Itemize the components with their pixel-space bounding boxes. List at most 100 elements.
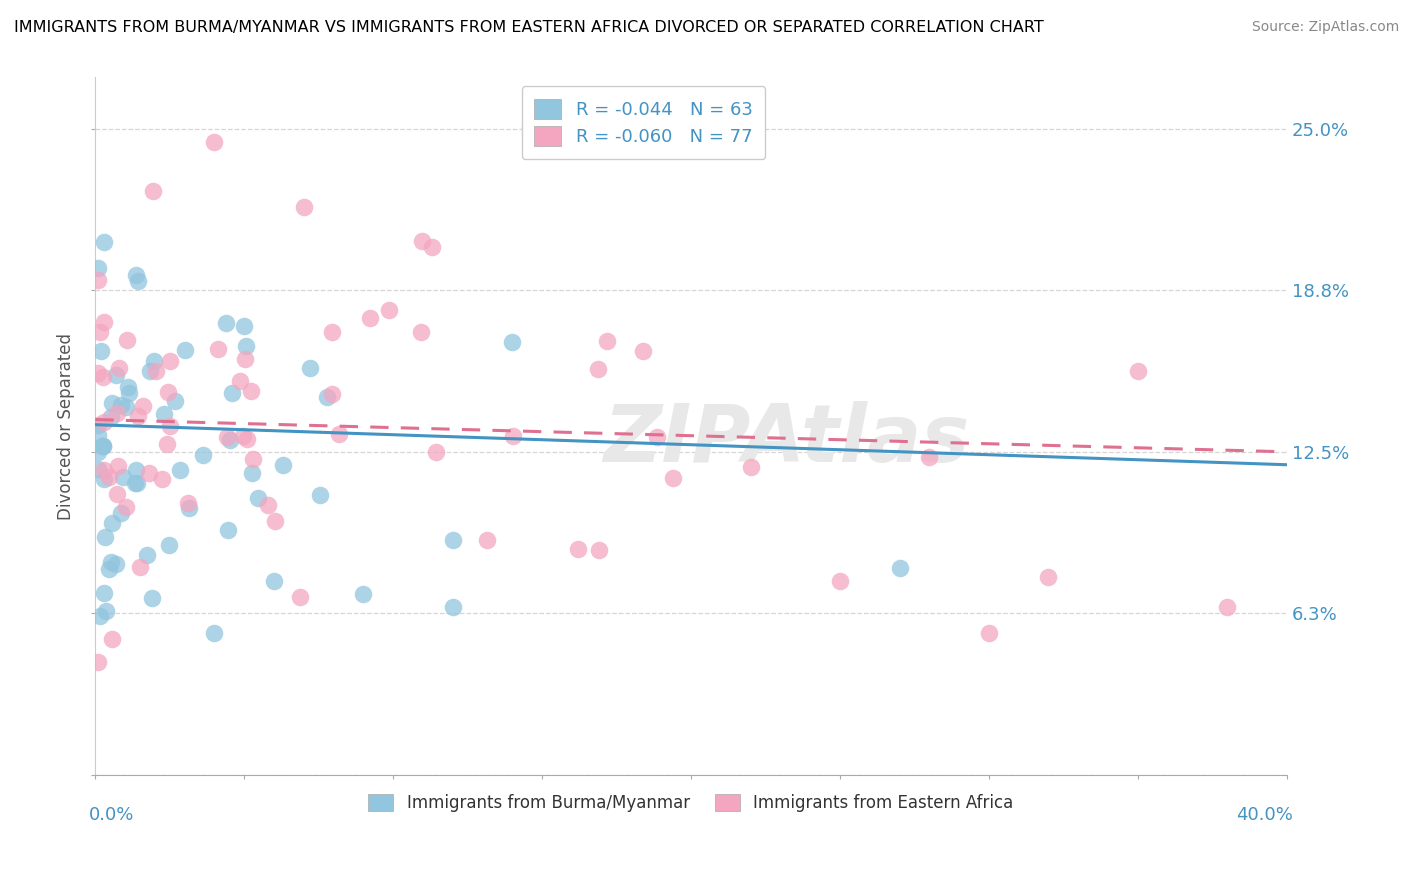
Point [87, 366, 110, 380]
Point [150, 472, 173, 486]
Point [91, 440, 114, 454]
Point [108, 361, 131, 376]
Point [97, 562, 120, 576]
Point [502, 429, 524, 443]
Point [100, 632, 122, 646]
Point [242, 451, 264, 466]
Point [156, 384, 179, 399]
Point [662, 471, 685, 485]
Point [588, 542, 610, 557]
Point [129, 559, 152, 574]
Point [105, 368, 128, 383]
Text: 40.0%: 40.0% [1236, 806, 1292, 824]
Point [100, 516, 122, 530]
Point [169, 463, 191, 477]
Point [91, 439, 114, 453]
Point [1038, 569, 1060, 583]
Point [153, 407, 176, 421]
Point [87, 655, 110, 669]
Text: Source: ZipAtlas.com: Source: ZipAtlas.com [1251, 20, 1399, 34]
Point [141, 591, 163, 605]
Point [263, 574, 285, 588]
Point [204, 135, 226, 149]
Point [631, 343, 654, 358]
Point [93, 472, 115, 486]
Point [125, 268, 148, 282]
Point [156, 437, 179, 451]
Legend: Immigrants from Burma/Myanmar, Immigrants from Eastern Africa: Immigrants from Burma/Myanmar, Immigrant… [361, 787, 1021, 819]
Point [321, 326, 343, 340]
Point [586, 361, 609, 376]
Point [179, 500, 201, 515]
Point [142, 184, 165, 198]
Point [165, 394, 187, 409]
Point [215, 430, 238, 444]
Point [159, 419, 181, 434]
Point [104, 557, 127, 571]
Point [233, 351, 256, 366]
Point [519, 120, 541, 135]
Point [125, 463, 148, 477]
Point [215, 316, 238, 330]
Point [138, 466, 160, 480]
Point [828, 574, 851, 588]
Point [229, 374, 252, 388]
Y-axis label: Divorced or Separated: Divorced or Separated [58, 333, 75, 519]
Point [218, 433, 240, 447]
Point [117, 386, 139, 401]
Point [441, 533, 464, 547]
Point [217, 523, 239, 537]
Point [91, 440, 114, 454]
Point [93, 235, 115, 249]
Point [93, 416, 115, 430]
Point [143, 354, 166, 368]
Point [159, 354, 181, 368]
Point [100, 396, 122, 410]
Point [740, 460, 762, 475]
Point [235, 339, 257, 353]
Point [174, 343, 197, 358]
Text: ZIPAtlas: ZIPAtlas [603, 401, 970, 479]
Point [232, 429, 254, 443]
Point [235, 433, 257, 447]
Point [90, 344, 112, 359]
Point [420, 240, 443, 254]
Point [105, 486, 128, 500]
Point [124, 476, 146, 491]
Point [93, 586, 115, 600]
Point [94, 604, 117, 618]
Point [157, 538, 180, 552]
Point [132, 399, 155, 413]
Point [105, 405, 128, 419]
Point [1216, 599, 1239, 614]
Point [98, 470, 121, 484]
Point [111, 470, 134, 484]
Point [328, 426, 350, 441]
Point [645, 430, 668, 444]
Point [221, 385, 243, 400]
Point [411, 234, 433, 248]
Point [110, 398, 132, 412]
Point [100, 410, 122, 425]
Point [273, 458, 295, 473]
Point [441, 599, 464, 614]
Point [359, 310, 381, 325]
Point [127, 273, 149, 287]
Point [299, 361, 322, 376]
Point [115, 333, 138, 347]
Point [292, 200, 315, 214]
Point [89, 326, 111, 340]
Point [87, 417, 110, 432]
Point [191, 448, 214, 462]
Point [977, 625, 1000, 640]
Point [127, 476, 149, 491]
Point [93, 462, 115, 476]
Point [145, 364, 167, 378]
Point [232, 318, 254, 333]
Point [110, 506, 132, 520]
Point [87, 261, 110, 276]
Point [115, 500, 138, 514]
Point [425, 445, 447, 459]
Point [127, 409, 149, 423]
Point [596, 334, 619, 349]
